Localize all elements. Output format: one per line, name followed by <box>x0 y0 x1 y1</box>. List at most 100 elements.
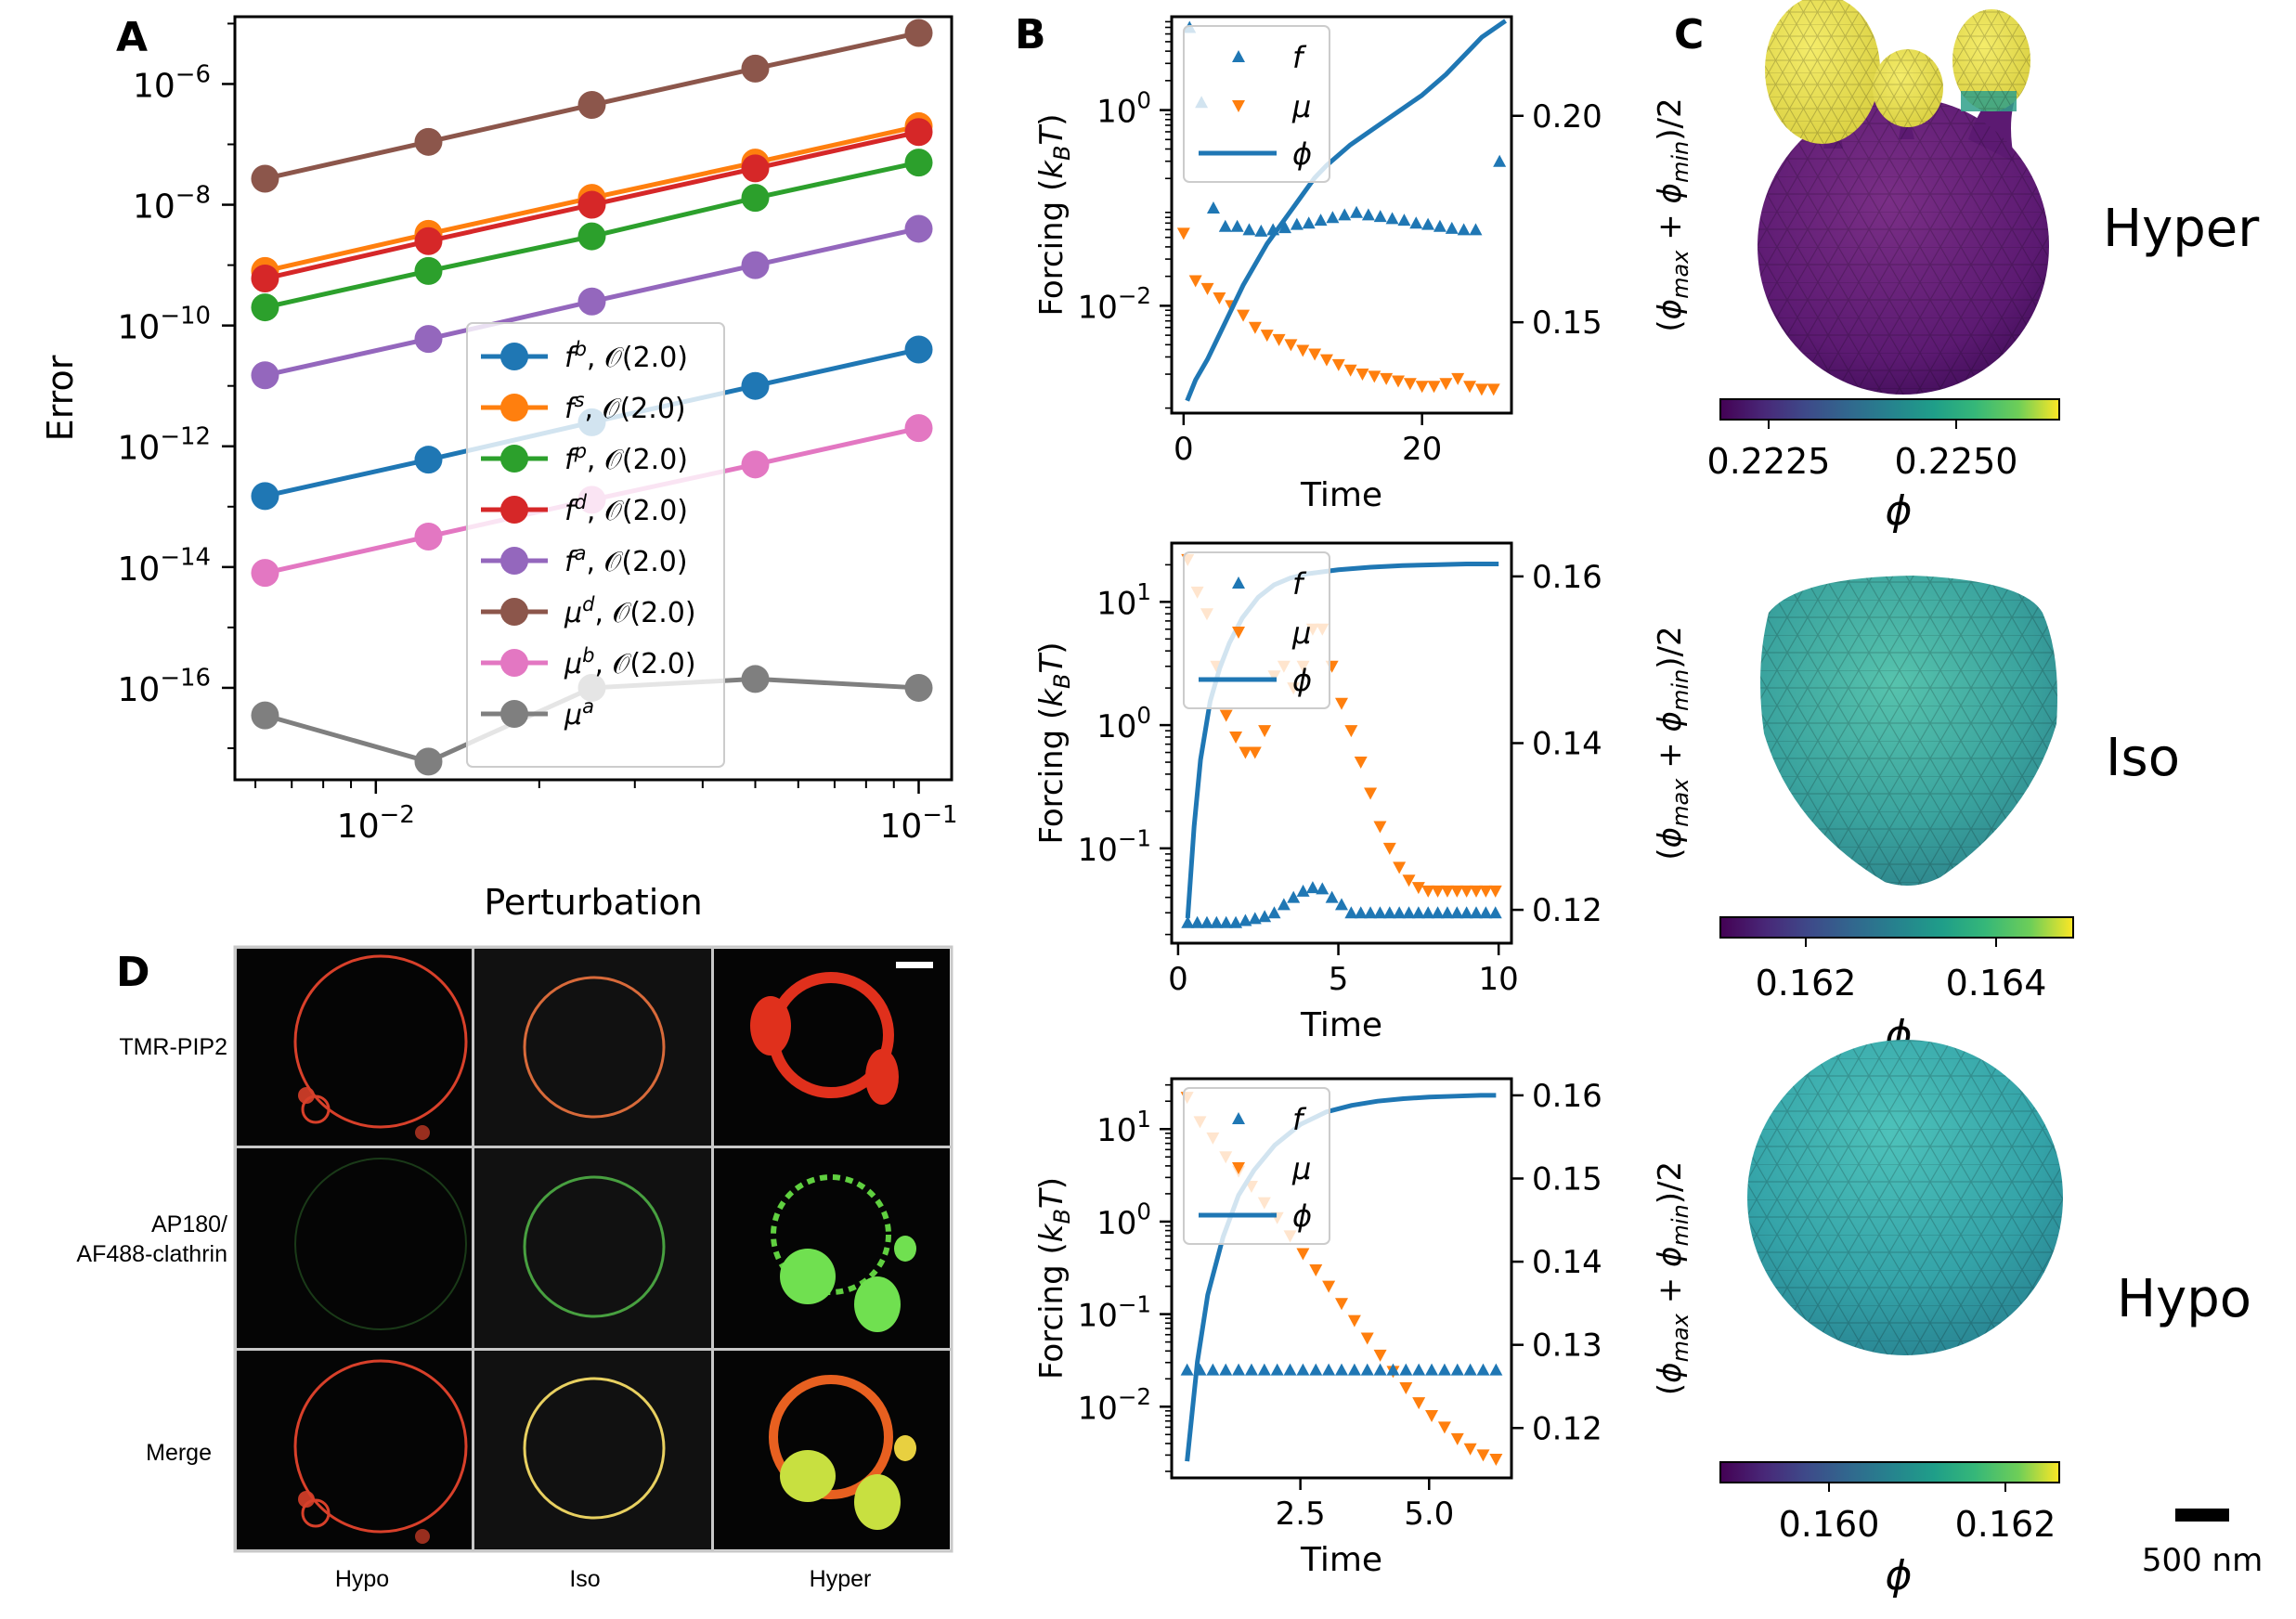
b1-mu-point <box>1474 383 1488 396</box>
a-point <box>904 335 933 364</box>
b3-mu-point <box>1476 1449 1490 1462</box>
b3-mu-point <box>1412 1397 1426 1410</box>
b2-ytick-right-label: 0.16 <box>1532 559 1602 596</box>
a-point <box>414 227 443 255</box>
b1-xtick-label: 20 <box>1402 431 1442 468</box>
b2-mu-point <box>1450 885 1464 898</box>
a-point <box>741 54 770 83</box>
b3-ytick-label: 101 <box>1096 1106 1151 1149</box>
b3-f-point <box>1232 1363 1246 1376</box>
b2-f-point <box>1393 906 1407 919</box>
a-point <box>741 154 770 183</box>
b1-ytick-label: 100 <box>1096 86 1151 130</box>
b3-f-point <box>1270 1363 1284 1376</box>
b3-f-point <box>1180 1363 1194 1376</box>
b2-f-point <box>1277 898 1291 911</box>
a-ylabel: Error <box>40 355 81 441</box>
b1-mu-point <box>1296 344 1310 357</box>
b2-legend-text-1: μ <box>1291 615 1311 651</box>
scale-bar-label: 500 nm <box>2142 1542 2263 1579</box>
b2-f-point <box>1335 898 1348 911</box>
a-point <box>414 446 443 474</box>
b3-mu-point <box>1335 1298 1348 1311</box>
micro-clathrin-iso <box>474 1148 711 1348</box>
a-point <box>904 673 933 702</box>
b1-f-point <box>1457 223 1471 236</box>
b3-mu-point <box>1322 1280 1336 1293</box>
b1-ylabel-right: (ϕmax + ϕmin)/2 <box>1652 97 1693 331</box>
b1-mu-point <box>1380 372 1394 385</box>
a-point <box>577 91 606 120</box>
b2-mu-point <box>1440 885 1454 898</box>
b3-mu-point <box>1463 1443 1477 1456</box>
a-legend-marker <box>500 394 528 421</box>
b2-f-point <box>1239 913 1252 926</box>
chart-b-hypo: 10−2 10−1 100 101 0.12 0.13 0.14 0.15 0.16 2.5 5.0… <box>1033 1077 1693 1579</box>
b1-f-point <box>1409 216 1423 229</box>
micro-tmr-hypo <box>237 949 472 1146</box>
a-legend-marker <box>500 547 528 575</box>
b3-f-point <box>1322 1363 1336 1376</box>
b1-xtick-label: 0 <box>1174 431 1194 468</box>
a-point <box>251 164 279 193</box>
b3-ytick-label: 100 <box>1096 1198 1151 1242</box>
b2-f-point <box>1459 906 1473 919</box>
a-point <box>741 371 770 400</box>
b2-f-point <box>1219 915 1233 928</box>
panel-label-b: B <box>1015 11 1046 58</box>
b2-mu-point <box>1479 885 1493 898</box>
b1-mu-point <box>1427 381 1441 394</box>
iso-vesicle-image <box>1760 576 2057 886</box>
b2-f-point <box>1325 890 1339 903</box>
b1-mu-point <box>1463 381 1477 394</box>
b1-mu-point <box>1284 339 1298 352</box>
b1-f-point <box>1302 216 1316 229</box>
colorbar-hypo-tick-2: 0.162 <box>1955 1504 2056 1545</box>
b1-mu-point <box>1213 292 1226 305</box>
b3-ytick-right-label: 0.12 <box>1532 1410 1602 1447</box>
b3-f-point <box>1437 1363 1451 1376</box>
b3-f-point <box>1489 1363 1503 1376</box>
b2-f-point <box>1411 906 1425 919</box>
b1-mu-point <box>1331 358 1345 371</box>
b3-f-point <box>1206 1363 1220 1376</box>
b2-mu-point <box>1373 821 1387 834</box>
b2-mu-point <box>1382 842 1396 855</box>
a-ytick-label: 10−14 <box>118 544 211 589</box>
b2-mu-point <box>1488 885 1502 898</box>
colorbar-iso <box>1719 916 2074 939</box>
micro-scale-bar <box>896 962 933 968</box>
b2-mu-point <box>1239 746 1252 759</box>
b2-ylabel-right: (ϕmax + ϕmin)/2 <box>1652 626 1693 860</box>
b2-f-point <box>1382 906 1396 919</box>
b1-f-point <box>1230 219 1244 232</box>
b1-phi-line <box>1185 19 1508 402</box>
b1-ylabel: Forcing (kBT) <box>1033 114 1075 317</box>
micro-tmr-iso <box>474 949 711 1146</box>
b3-mu-point <box>1399 1381 1413 1394</box>
a-point <box>251 293 279 322</box>
a-point <box>414 747 443 776</box>
b3-mu-point <box>1347 1315 1361 1328</box>
a-point <box>577 287 606 316</box>
b3-ytick-right-label: 0.13 <box>1532 1328 1602 1365</box>
b2-f-point <box>1488 906 1502 919</box>
b3-xlabel: Time <box>1300 1541 1382 1579</box>
colorbar-iso-tick-1: 0.162 <box>1756 963 1857 1004</box>
a-legend-marker <box>500 649 528 677</box>
b1-mu-point <box>1248 321 1262 334</box>
b3-mu-point <box>1450 1432 1464 1445</box>
b2-ytick-label: 101 <box>1096 578 1151 622</box>
b2-f-point <box>1344 906 1358 919</box>
b2-mu-point <box>1248 746 1262 759</box>
b2-f-point <box>1354 906 1368 919</box>
a-point <box>904 19 933 47</box>
a-ytick-label: 10−6 <box>133 60 211 105</box>
micro-row-label-tmr: TMR-PIP2 <box>119 1034 227 1060</box>
b2-mu-point <box>1402 874 1416 887</box>
a-point <box>904 118 933 147</box>
colorbar-hyper-tick-1: 0.2225 <box>1707 441 1831 482</box>
a-legend-marker <box>500 598 528 626</box>
b1-mu-point <box>1343 364 1357 377</box>
a-legend-text-5: μd, 𝒪(2.0) <box>564 593 696 629</box>
